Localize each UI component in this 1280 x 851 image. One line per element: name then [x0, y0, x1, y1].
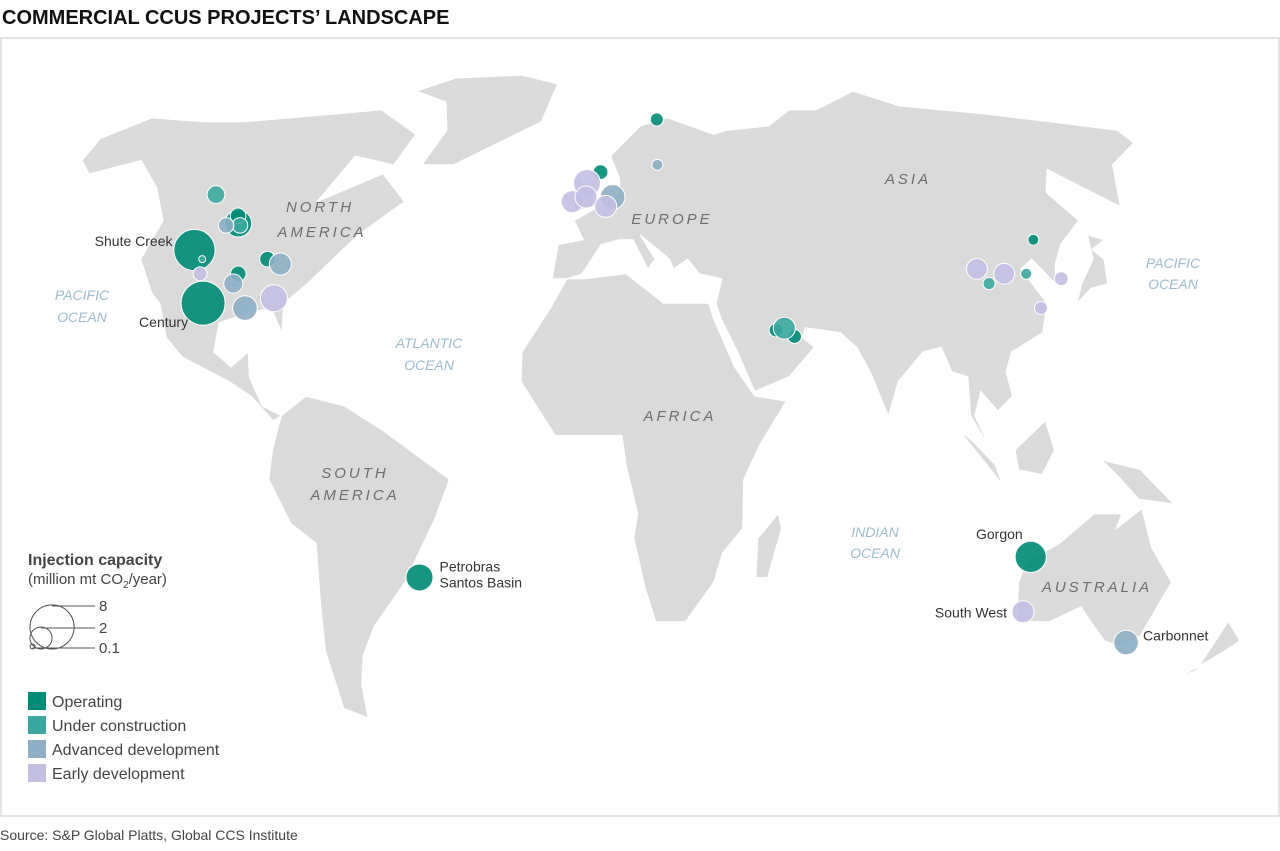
legend-subtitle: (million mt CO2/year): [28, 571, 167, 591]
landmass: [1099, 458, 1176, 505]
region-label: AMERICA: [309, 487, 399, 504]
landmass: [1076, 234, 1109, 305]
project-bubble: [1014, 540, 1047, 573]
legend-subtitle-part: /year): [129, 571, 167, 588]
project-bubble: [180, 280, 226, 326]
stage-legend: Operating Under construction Advanced deve…: [28, 692, 220, 783]
ocean-label: PACIFIC: [55, 287, 110, 303]
project-label: Century: [139, 314, 188, 330]
project-bubble: [1027, 233, 1040, 246]
size-legend-circle: [29, 626, 53, 650]
legend-title: Injection capacity: [28, 552, 162, 569]
legend-swatch: [28, 692, 46, 710]
region-label: EUROPE: [631, 211, 712, 228]
landmass: [959, 430, 1003, 485]
project-label: South West: [935, 605, 1007, 621]
legend-swatch: [28, 740, 46, 758]
landmass: [415, 74, 559, 166]
project-bubble: [259, 284, 288, 313]
landmass: [1014, 419, 1055, 476]
project-bubble: [1033, 301, 1049, 316]
size-legend-label: 0.1: [99, 640, 120, 657]
project-bubble: [232, 295, 258, 321]
project-bubble: [649, 112, 664, 127]
landmass: [551, 90, 1135, 451]
land: [81, 74, 1241, 719]
project-bubble: [651, 158, 664, 171]
project-bubble: [993, 262, 1016, 285]
region-label: AFRICA: [642, 408, 716, 425]
project-label: Petrobras: [440, 558, 501, 574]
legend-subtitle-part: 2: [123, 580, 129, 591]
project-bubble: [206, 185, 226, 205]
project-label: Carbonnet: [1143, 628, 1208, 644]
ocean-label: OCEAN: [57, 309, 108, 325]
project-bubble: [1011, 600, 1035, 624]
project-bubble: [198, 255, 207, 264]
project-bubble: [231, 217, 249, 234]
legend-label: Under construction: [52, 718, 186, 735]
landmass: [1015, 508, 1172, 647]
project-bubble: [594, 194, 618, 218]
legend-swatch: [28, 764, 46, 782]
project-bubble: [1113, 629, 1139, 656]
project-bubble: [772, 316, 796, 340]
legend-subtitle-part: (million mt CO: [28, 571, 123, 588]
project-bubble: [192, 266, 208, 282]
landmass: [520, 273, 788, 622]
ocean-label: INDIAN: [851, 524, 899, 540]
size-legend-circle: [29, 604, 75, 650]
region-label: AUSTRALIA: [1041, 579, 1152, 596]
project-bubble: [574, 185, 598, 209]
project-label: Gorgon: [976, 526, 1023, 542]
project-bubble: [217, 217, 235, 234]
legend-label: Early development: [52, 766, 185, 783]
ocean-label: OCEAN: [404, 357, 455, 373]
ocean-label: OCEAN: [1148, 276, 1199, 292]
projects: [173, 112, 1139, 656]
region-label: SOUTH: [321, 465, 389, 482]
region-label: AMERICA: [276, 224, 366, 241]
size-legend-circle: [29, 643, 36, 650]
source: Source: S&P Global Platts, Global CCS In…: [0, 827, 298, 843]
legend-swatch: [28, 716, 46, 734]
landmass: [268, 395, 450, 719]
region-label: ASIA: [884, 171, 931, 188]
project-bubble: [223, 273, 244, 294]
size-legend-label: 2: [99, 620, 107, 637]
ocean-label: ATLANTIC: [395, 335, 464, 351]
legend-label: Operating: [52, 694, 122, 711]
landmass: [1175, 620, 1241, 681]
project-bubble: [1020, 267, 1033, 280]
project-label: Santos Basin: [440, 574, 523, 590]
landmass: [755, 512, 783, 578]
project-bubble: [965, 257, 988, 280]
project-label: Shute Creek: [95, 233, 174, 249]
size-legend: 820.1: [29, 598, 120, 657]
project-bubble: [268, 252, 292, 276]
project-bubble: [405, 563, 434, 592]
project-bubble: [982, 277, 996, 291]
landmass: [81, 109, 417, 422]
ocean-label: OCEAN: [850, 545, 901, 561]
region-label: NORTH: [286, 199, 354, 216]
size-legend-label: 8: [99, 598, 107, 615]
project-bubble: [173, 228, 216, 272]
ocean-label: PACIFIC: [1146, 255, 1201, 271]
legend-label: Advanced development: [52, 742, 220, 759]
title: COMMERCIAL CCUS PROJECTS’ LANDSCAPE: [2, 7, 449, 29]
project-bubble: [1053, 271, 1069, 287]
